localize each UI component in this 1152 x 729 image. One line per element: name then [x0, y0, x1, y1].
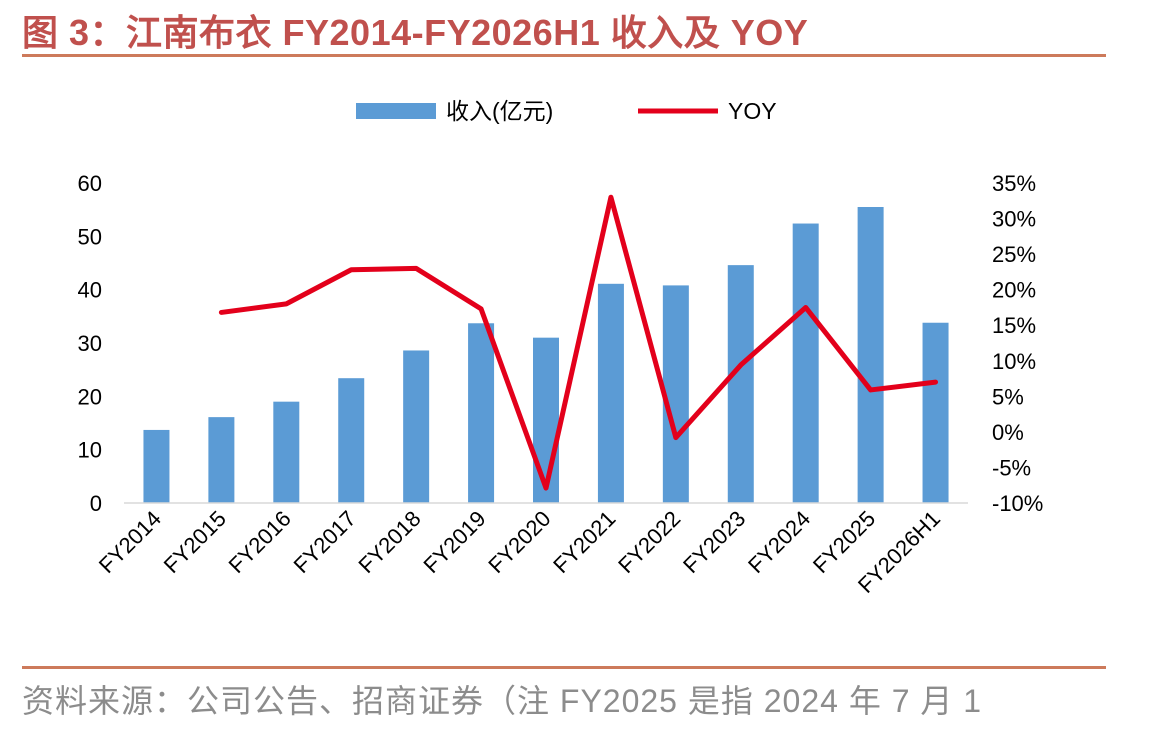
source-divider [22, 666, 1106, 669]
x-tick-label: FY2022 [613, 506, 685, 578]
revenue-bar [273, 401, 300, 503]
left-axis-ticks: 0 10 20 30 40 50 60 [78, 171, 102, 516]
x-tick-label: FY2021 [548, 506, 620, 578]
revenue-bar [208, 417, 235, 503]
x-tick-label: FY2024 [743, 506, 815, 578]
left-tick-label: 10 [78, 438, 102, 463]
right-tick-label: 10% [992, 349, 1036, 374]
x-tick-label: FY2014 [94, 506, 166, 578]
x-axis-ticks: FY2014FY2015FY2016FY2017FY2018FY2019FY20… [94, 506, 945, 598]
x-tick-label: FY2023 [678, 506, 750, 578]
right-tick-label: 20% [992, 278, 1036, 303]
revenue-bar [533, 337, 559, 503]
legend: 收入(亿元) YOY [356, 98, 777, 124]
legend-bar-swatch [356, 103, 436, 119]
left-tick-label: 30 [78, 331, 102, 356]
right-tick-label: 25% [992, 242, 1036, 267]
left-tick-label: 50 [78, 224, 102, 249]
legend-line-label: YOY [728, 98, 777, 124]
revenue-bar [468, 323, 495, 503]
title-divider [22, 54, 1106, 57]
revenue-bar [597, 283, 624, 503]
right-tick-label: 35% [992, 171, 1036, 196]
right-tick-label: -10% [992, 491, 1043, 516]
right-tick-label: 15% [992, 313, 1036, 338]
source-note: 资料来源：公司公告、招商证券（注 FY2025 是指 2024 年 7 月 1 [22, 683, 983, 719]
revenue-bar [403, 350, 430, 503]
bar-series [143, 207, 949, 504]
chart-title: 图 3：江南布衣 FY2014-FY2026H1 收入及 YOY [22, 12, 809, 53]
x-tick-label: FY2017 [289, 506, 361, 578]
right-tick-label: 0% [992, 420, 1024, 445]
revenue-bar [792, 223, 819, 504]
revenue-bar [662, 285, 689, 503]
revenue-yoy-chart: 收入(亿元) YOY 0 10 20 30 40 50 60 -10% -5% 0% 5% 10% 1… [78, 98, 1044, 598]
x-tick-label: FY2015 [159, 506, 231, 578]
x-tick-label: FY2019 [418, 506, 490, 578]
x-tick-label: FY2016 [224, 506, 296, 578]
yoy-line-series [218, 194, 939, 491]
revenue-bar [143, 429, 170, 503]
right-tick-label: 5% [992, 384, 1024, 409]
left-tick-label: 0 [90, 491, 102, 516]
right-tick-label: 30% [992, 207, 1036, 232]
legend-bar-label: 收入(亿元) [446, 98, 553, 124]
yoy-line [218, 194, 939, 491]
right-axis-ticks: -10% -5% 0% 5% 10% 15% 20% 25% 30% 35% [992, 171, 1043, 516]
x-tick-label: FY2018 [354, 506, 426, 578]
left-tick-label: 40 [78, 278, 102, 303]
revenue-bar [338, 378, 365, 503]
right-tick-label: -5% [992, 455, 1031, 480]
revenue-bar [922, 322, 949, 503]
revenue-bar [727, 265, 754, 503]
left-tick-label: 20 [78, 384, 102, 409]
x-tick-label: FY2020 [483, 506, 555, 578]
revenue-bar [857, 207, 884, 503]
left-tick-label: 60 [78, 171, 102, 196]
